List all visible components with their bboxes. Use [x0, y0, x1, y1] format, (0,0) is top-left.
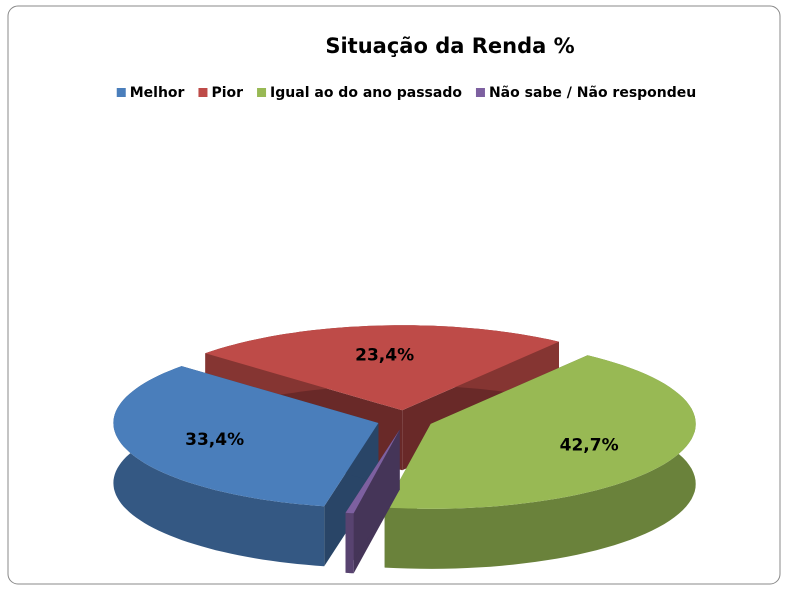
legend-label: Pior: [211, 85, 243, 101]
legend-swatch: [475, 88, 485, 97]
data-label: 42,7%: [560, 436, 619, 456]
legend-swatch: [198, 88, 208, 97]
legend-item: Não sabe / Não respondeu: [475, 85, 696, 101]
legend-item: Pior: [198, 85, 243, 101]
slice: [113, 366, 379, 507]
legend-item: Igual ao do ano passado: [257, 85, 462, 101]
slice-side: [345, 512, 354, 574]
legend: Melhor Pior Igual ao do ano passado Não sab…: [116, 85, 696, 101]
chart-title: Situação da Renda %: [325, 34, 574, 58]
data-label: 33,4%: [185, 430, 244, 450]
slice: [205, 325, 560, 411]
legend-label: Melhor: [130, 85, 185, 101]
legend-item: Melhor: [116, 85, 185, 101]
legend-label: Igual ao do ano passado: [270, 85, 462, 101]
legend-swatch: [257, 88, 267, 97]
data-label: 23,4%: [355, 345, 414, 365]
slice: [113, 366, 379, 567]
slice: [384, 355, 696, 569]
legend-label: Não sabe / Não respondeu: [489, 85, 696, 101]
slice: [345, 429, 400, 514]
slice: [384, 355, 696, 509]
legend-swatch: [116, 88, 126, 97]
slice: [345, 429, 400, 574]
slice-side: [345, 429, 400, 573]
